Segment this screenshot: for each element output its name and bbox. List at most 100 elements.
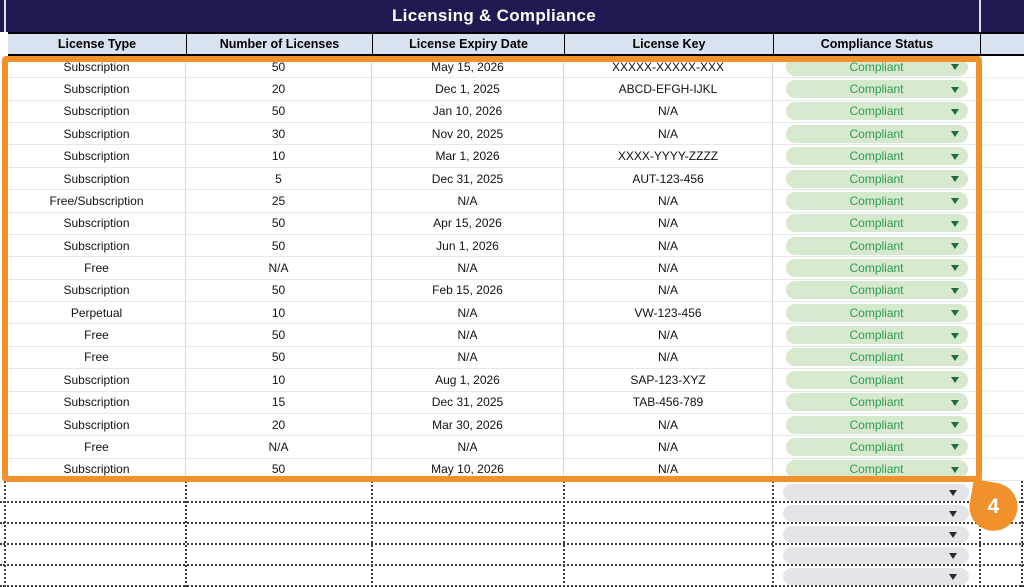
cell-number-of-licenses[interactable]: 50: [186, 234, 372, 258]
column-header-number-of-licenses[interactable]: Number of Licenses: [186, 34, 372, 54]
cell-license-expiry-date[interactable]: Jan 10, 2026: [372, 100, 564, 124]
cell-license-type[interactable]: Subscription: [8, 145, 186, 168]
cell-number-of-licenses[interactable]: 30: [186, 123, 372, 146]
cell-license-expiry-date[interactable]: N/A: [372, 257, 564, 280]
cell-license-key[interactable]: XXXXX-XXXXX-XXX: [564, 56, 773, 79]
empty-status-dropdown[interactable]: [783, 484, 969, 501]
cell-number-of-licenses[interactable]: 50: [186, 324, 372, 347]
cell-license-expiry-date[interactable]: Aug 1, 2026: [372, 369, 564, 392]
column-header-license-key[interactable]: License Key: [564, 34, 773, 54]
cell-compliance-status[interactable]: Compliant: [773, 78, 980, 101]
compliance-status-dropdown[interactable]: Compliant: [785, 437, 968, 456]
cell-license-key[interactable]: N/A: [564, 100, 773, 124]
cell-license-type[interactable]: Free: [8, 324, 186, 347]
cell-license-type[interactable]: Subscription: [8, 78, 186, 101]
cell-license-key[interactable]: ABCD-EFGH-IJKL: [564, 78, 773, 101]
cell-license-type[interactable]: Subscription: [8, 123, 186, 146]
cell-license-expiry-date[interactable]: Apr 15, 2026: [372, 212, 564, 235]
cell-compliance-status[interactable]: Compliant: [773, 190, 980, 213]
compliance-status-dropdown[interactable]: Compliant: [785, 102, 968, 121]
cell-number-of-licenses[interactable]: 50: [186, 458, 372, 481]
column-header-license-expiry-date[interactable]: License Expiry Date: [372, 34, 564, 54]
cell-compliance-status[interactable]: Compliant: [773, 167, 980, 191]
empty-status-dropdown[interactable]: [783, 526, 969, 543]
cell-license-expiry-date[interactable]: Nov 20, 2025: [372, 123, 564, 146]
cell-number-of-licenses[interactable]: N/A: [186, 436, 372, 459]
compliance-status-dropdown[interactable]: Compliant: [785, 326, 968, 345]
cell-license-key[interactable]: N/A: [564, 436, 773, 459]
compliance-status-dropdown[interactable]: Compliant: [785, 348, 968, 367]
cell-license-type[interactable]: Free: [8, 436, 186, 459]
cell-license-key[interactable]: XXXX-YYYY-ZZZZ: [564, 145, 773, 168]
cell-license-key[interactable]: AUT-123-456: [564, 167, 773, 191]
cell-license-type[interactable]: Subscription: [8, 413, 186, 437]
cell-license-key[interactable]: N/A: [564, 279, 773, 303]
cell-license-type[interactable]: Free/Subscription: [8, 190, 186, 213]
cell-compliance-status[interactable]: Compliant: [773, 346, 980, 370]
cell-license-expiry-date[interactable]: N/A: [372, 190, 564, 213]
cell-compliance-status[interactable]: Compliant: [773, 100, 980, 124]
cell-number-of-licenses[interactable]: 20: [186, 78, 372, 101]
cell-number-of-licenses[interactable]: 25: [186, 190, 372, 213]
cell-license-type[interactable]: Subscription: [8, 369, 186, 392]
compliance-status-dropdown[interactable]: Compliant: [785, 281, 968, 300]
cell-compliance-status[interactable]: Compliant: [773, 302, 980, 325]
cell-license-key[interactable]: TAB-456-789: [564, 391, 773, 414]
cell-license-key[interactable]: N/A: [564, 257, 773, 280]
compliance-status-dropdown[interactable]: Compliant: [785, 191, 968, 210]
cell-license-key[interactable]: N/A: [564, 324, 773, 347]
compliance-status-dropdown[interactable]: Compliant: [785, 124, 968, 143]
cell-license-expiry-date[interactable]: N/A: [372, 324, 564, 347]
cell-number-of-licenses[interactable]: 50: [186, 56, 372, 79]
empty-status-dropdown[interactable]: [783, 547, 969, 564]
cell-license-type[interactable]: Subscription: [8, 234, 186, 258]
compliance-status-dropdown[interactable]: Compliant: [785, 258, 968, 277]
cell-license-expiry-date[interactable]: May 15, 2026: [372, 56, 564, 79]
cell-license-key[interactable]: N/A: [564, 123, 773, 146]
cell-license-type[interactable]: Subscription: [8, 100, 186, 124]
cell-license-key[interactable]: N/A: [564, 212, 773, 235]
cell-license-type[interactable]: Subscription: [8, 391, 186, 414]
column-header-license-type[interactable]: License Type: [57, 37, 137, 51]
cell-license-type[interactable]: Perpetual: [8, 302, 186, 325]
cell-license-key[interactable]: N/A: [564, 413, 773, 437]
cell-number-of-licenses[interactable]: 10: [186, 369, 372, 392]
cell-license-type[interactable]: Free: [8, 257, 186, 280]
cell-license-type[interactable]: Subscription: [8, 279, 186, 303]
cell-license-key[interactable]: N/A: [564, 190, 773, 213]
cell-compliance-status[interactable]: Compliant: [773, 324, 980, 347]
cell-license-expiry-date[interactable]: Jun 1, 2026: [372, 234, 564, 258]
cell-license-expiry-date[interactable]: N/A: [372, 302, 564, 325]
cell-compliance-status[interactable]: Compliant: [773, 234, 980, 258]
cell-license-expiry-date[interactable]: Mar 30, 2026: [372, 413, 564, 437]
cell-license-type[interactable]: Subscription: [8, 167, 186, 191]
cell-compliance-status[interactable]: Compliant: [773, 436, 980, 459]
cell-number-of-licenses[interactable]: 20: [186, 413, 372, 437]
compliance-status-dropdown[interactable]: Compliant: [785, 415, 968, 434]
cell-number-of-licenses[interactable]: 50: [186, 346, 372, 370]
cell-license-type[interactable]: Free: [8, 346, 186, 370]
cell-number-of-licenses[interactable]: 10: [186, 145, 372, 168]
cell-number-of-licenses[interactable]: 50: [186, 100, 372, 124]
compliance-status-dropdown[interactable]: Compliant: [785, 460, 968, 479]
cell-license-expiry-date[interactable]: Mar 1, 2026: [372, 145, 564, 168]
cell-license-expiry-date[interactable]: Dec 31, 2025: [372, 391, 564, 414]
cell-compliance-status[interactable]: Compliant: [773, 257, 980, 280]
column-header-compliance-status[interactable]: Compliance Status: [773, 34, 980, 54]
compliance-status-dropdown[interactable]: Compliant: [785, 214, 968, 233]
cell-license-key[interactable]: SAP-123-XYZ: [564, 369, 773, 392]
cell-license-expiry-date[interactable]: May 10, 2026: [372, 458, 564, 481]
cell-license-expiry-date[interactable]: N/A: [372, 346, 564, 370]
cell-number-of-licenses[interactable]: 5: [186, 167, 372, 191]
cell-license-expiry-date[interactable]: Dec 1, 2025: [372, 78, 564, 101]
cell-compliance-status[interactable]: Compliant: [773, 212, 980, 235]
cell-number-of-licenses[interactable]: 50: [186, 279, 372, 303]
cell-compliance-status[interactable]: Compliant: [773, 123, 980, 146]
compliance-status-dropdown[interactable]: Compliant: [785, 370, 968, 389]
cell-license-expiry-date[interactable]: Feb 15, 2026: [372, 279, 564, 303]
compliance-status-dropdown[interactable]: Compliant: [785, 147, 968, 166]
compliance-status-dropdown[interactable]: Compliant: [785, 236, 968, 255]
cell-compliance-status[interactable]: Compliant: [773, 369, 980, 392]
cell-license-type[interactable]: Subscription: [8, 56, 186, 79]
compliance-status-dropdown[interactable]: Compliant: [785, 303, 968, 322]
